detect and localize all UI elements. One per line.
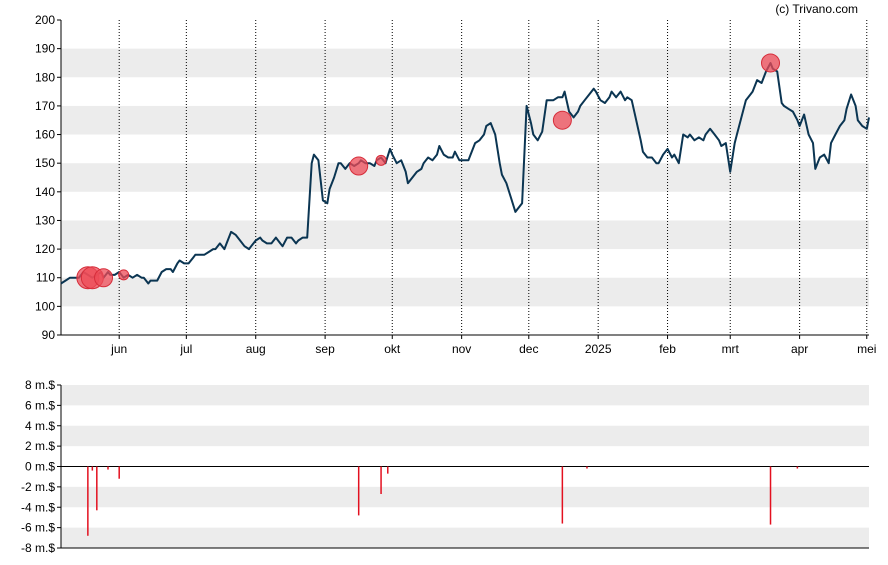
volume-bar bbox=[96, 466, 98, 511]
y-tick-label: 140 bbox=[35, 185, 55, 199]
volume-y-tick-label: 6 m.$ bbox=[25, 398, 55, 412]
volume-bar bbox=[387, 466, 389, 474]
trade-marker bbox=[349, 156, 369, 176]
volume-bar bbox=[357, 466, 360, 516]
x-tick-label: dec bbox=[519, 342, 538, 356]
price-line bbox=[60, 62, 870, 285]
volume-bar bbox=[796, 466, 799, 469]
y-tick-label: 90 bbox=[42, 328, 56, 342]
volume-y-tick-label: -4 m.$ bbox=[21, 500, 55, 514]
volume-y-tick-label: 0 m.$ bbox=[25, 460, 55, 474]
volume-y-tick-label: 2 m.$ bbox=[25, 439, 55, 453]
price-band bbox=[61, 48, 869, 78]
volume-band bbox=[61, 527, 869, 548]
volume-y-tick-label: 8 m.$ bbox=[25, 378, 55, 392]
volume-band bbox=[61, 385, 869, 406]
price-band bbox=[61, 163, 869, 192]
volume-bar bbox=[87, 466, 89, 536]
price-band bbox=[61, 105, 869, 135]
trade-marker bbox=[375, 154, 387, 166]
volume-y-tick-label: 4 m.$ bbox=[25, 419, 55, 433]
y-tick-label: 200 bbox=[35, 13, 55, 27]
trade-marker bbox=[761, 53, 781, 73]
x-tick-label: jun bbox=[110, 342, 127, 356]
volume-bar bbox=[91, 466, 94, 471]
x-tick-label: mei bbox=[857, 342, 876, 356]
y-tick-label: 190 bbox=[35, 42, 55, 56]
volume-bar bbox=[118, 466, 120, 479]
y-tick-label: 150 bbox=[35, 156, 55, 170]
volume-band bbox=[61, 486, 869, 508]
x-tick-label: apr bbox=[791, 342, 808, 356]
y-tick-label: 130 bbox=[35, 213, 55, 227]
price-chart: 90 100 110 120 130 140 150 160 170 180 190 200 jun j… bbox=[35, 13, 876, 356]
volume-bar bbox=[107, 466, 109, 470]
y-tick-label: 160 bbox=[35, 128, 55, 142]
x-tick-label: feb bbox=[659, 342, 676, 356]
x-tick-label: aug bbox=[246, 342, 266, 356]
y-tick-label: 120 bbox=[35, 242, 55, 256]
price-band bbox=[61, 220, 869, 250]
x-tick-label: sep bbox=[315, 342, 335, 356]
volume-band bbox=[61, 425, 869, 447]
volume-bar bbox=[586, 466, 588, 469]
y-tick-label: 180 bbox=[35, 70, 55, 84]
x-tick-label: jul bbox=[179, 342, 192, 356]
volume-bar bbox=[380, 466, 382, 495]
trade-marker bbox=[552, 110, 572, 130]
y-tick-label: 170 bbox=[35, 99, 55, 113]
volume-y-tick-label: -6 m.$ bbox=[21, 521, 55, 535]
trade-marker bbox=[118, 269, 130, 281]
trade-marker bbox=[94, 268, 114, 288]
price-band bbox=[61, 277, 869, 307]
volume-bar bbox=[769, 466, 772, 525]
x-tick-label: mrt bbox=[722, 342, 740, 356]
x-tick-label: okt bbox=[384, 342, 401, 356]
x-tick-label: 2025 bbox=[585, 342, 612, 356]
volume-y-tick-label: -2 m.$ bbox=[21, 480, 55, 494]
volume-bar bbox=[561, 466, 564, 524]
volume-chart: -8 m.$ -6 m.$ -4 m.$ -2 m.$ 0 m.$ 2 m.$ 4 m.$ 6… bbox=[21, 378, 869, 555]
y-tick-label: 100 bbox=[35, 299, 55, 313]
credit-text: (c) Trivano.com bbox=[775, 2, 858, 16]
x-tick-label: nov bbox=[452, 342, 471, 356]
volume-y-tick-label: -8 m.$ bbox=[21, 541, 55, 555]
y-tick-label: 110 bbox=[36, 271, 55, 285]
